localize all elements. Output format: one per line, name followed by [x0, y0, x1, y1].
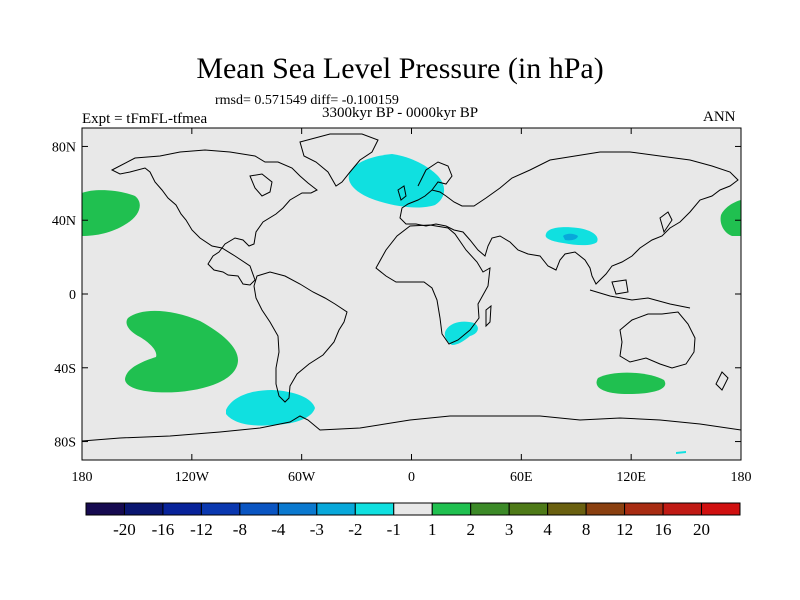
coast-borneo: [611, 279, 629, 295]
coast-antarctica: [82, 415, 741, 442]
y-tick-label: 0: [69, 288, 76, 303]
anomaly-southern-indian: [596, 372, 666, 394]
x-tick-label: 60E: [510, 470, 533, 485]
colorbar-box: [662, 502, 703, 516]
y-tick-label: 80N: [52, 140, 76, 155]
colorbar-box: [585, 502, 626, 516]
colorbar-box: [200, 502, 241, 516]
colorbar-label: -4: [271, 520, 286, 539]
x-tick-label: 180: [731, 470, 752, 485]
coast-new-zealand: [715, 371, 729, 391]
y-tick-label: 80S: [54, 436, 76, 451]
colorbar-box: [431, 502, 472, 516]
coast-south-america: [253, 271, 348, 403]
colorbar-box: [85, 502, 125, 516]
colorbar-box: [547, 502, 587, 516]
colorbar-box: [277, 502, 318, 516]
anomaly-north-atlantic: [348, 154, 445, 208]
coast-eurasia: [399, 151, 739, 285]
coast-hudson-bay: [249, 173, 273, 197]
anomaly-small-patch: [676, 451, 686, 454]
colorbar-box: [470, 502, 510, 516]
colorbar-label: -2: [348, 520, 362, 539]
x-tick-label: 120E: [616, 470, 646, 485]
experiment-label: Expt = tFmFL-tfmea: [82, 111, 208, 127]
colorbar-label: 16: [655, 520, 672, 539]
anomaly-tibet-core: [563, 233, 578, 241]
anomaly-layer: [82, 154, 741, 454]
anomaly-drake-passage: [226, 390, 315, 426]
coast-greenland: [299, 133, 379, 187]
colorbar-label: 8: [582, 520, 591, 539]
anomaly-north-pacific-east: [720, 200, 741, 236]
anomaly-southern-africa: [444, 321, 478, 345]
colorbar-label: -16: [152, 520, 175, 539]
coast-british-isles: [397, 185, 407, 201]
coast-africa: [375, 224, 491, 345]
x-tick-label: 120W: [175, 470, 210, 485]
colorbar-label: 12: [616, 520, 633, 539]
colorbar-label: -12: [190, 520, 213, 539]
x-tick-label: 0: [408, 470, 415, 485]
anomaly-north-pacific-west: [82, 190, 140, 236]
y-tick-label: 40S: [54, 362, 76, 377]
coastline-layer: [82, 133, 741, 442]
colorbar-label: -1: [387, 520, 401, 539]
chart-subtitle: rmsd= 0.571549 diff= -0.100159: [215, 93, 399, 108]
season-label: ANN: [703, 109, 736, 125]
anomaly-south-pacific: [125, 310, 238, 393]
coast-madagascar: [485, 304, 492, 328]
coast-japan: [659, 211, 673, 234]
colorbar-box: [316, 502, 356, 516]
y-axis: 80N 40N 0 40S 80S: [52, 140, 741, 451]
colorbar-box: [239, 502, 279, 516]
colorbar-label: -3: [310, 520, 324, 539]
colorbar-box: [508, 502, 549, 516]
x-tick-label: 180: [72, 470, 93, 485]
x-axis: 180 120W 60W 0 60E 120E 180: [72, 128, 752, 485]
colorbar-box: [123, 502, 164, 516]
colorbar-label: 20: [693, 520, 710, 539]
colorbar-box: [393, 502, 433, 516]
colorbar-box: [624, 502, 664, 516]
colorbar-label: 2: [466, 520, 475, 539]
x-tick-label: 60W: [288, 470, 316, 485]
colorbar-label: -8: [233, 520, 247, 539]
coast-scandinavia: [417, 161, 453, 191]
colorbar-label: 1: [428, 520, 437, 539]
colorbar-label: 4: [543, 520, 552, 539]
y-tick-label: 40N: [52, 214, 76, 229]
colorbar-label: 3: [505, 520, 514, 539]
colorbar: -20 -16 -12 -8 -4 -3 -2 -1 1 2 3 4 8 12 16 20: [85, 502, 741, 539]
colorbar-box: [701, 502, 741, 516]
coast-indonesia: [589, 289, 691, 309]
period-label: 3300kyr BP - 0000kyr BP: [322, 105, 479, 121]
colorbar-box: [162, 502, 202, 516]
coast-australia: [619, 311, 696, 369]
colorbar-label: -20: [113, 520, 136, 539]
chart-title: Mean Sea Level Pressure (in hPa): [196, 52, 604, 85]
coast-north-america: [110, 149, 318, 286]
colorbar-box: [354, 502, 395, 516]
